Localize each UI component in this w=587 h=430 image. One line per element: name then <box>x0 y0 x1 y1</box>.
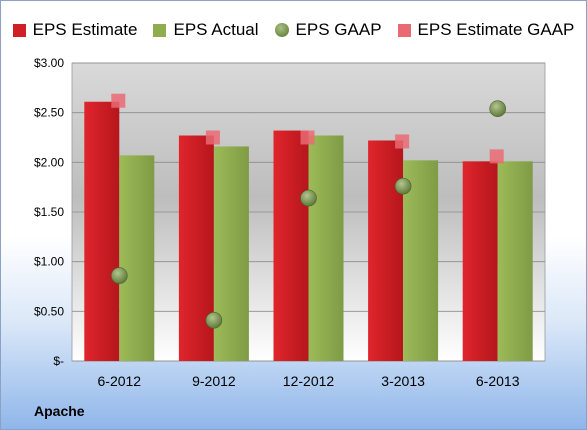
y-tick-label: $2.50 <box>34 106 64 120</box>
legend-swatch-eps-estimate <box>12 23 26 37</box>
marker-eps-estimate-gaap <box>205 130 220 145</box>
marker-eps-gaap <box>489 100 507 117</box>
marker-eps-estimate-gaap <box>489 149 504 164</box>
legend-swatch-eps-gaap <box>274 23 289 37</box>
company-label: Apache <box>34 403 85 419</box>
bar-eps-estimate <box>368 140 404 361</box>
marker-eps-estimate-gaap <box>111 93 126 108</box>
legend-label-eps-actual: EPS Actual <box>173 20 259 39</box>
y-tick-label: $2.00 <box>34 155 64 169</box>
legend-item-eps-actual: EPS Actual <box>153 20 259 40</box>
legend-label-eps-gaap: EPS GAAP <box>295 20 382 39</box>
marker-eps-estimate-gaap <box>300 130 315 145</box>
bar-eps-actual <box>213 146 249 361</box>
y-tick-label: $- <box>53 354 64 368</box>
legend-item-eps-gaap: EPS GAAP <box>274 20 382 40</box>
x-tick-label: 3-2013 <box>381 373 425 389</box>
bar-eps-actual <box>403 160 439 361</box>
bar-eps-actual <box>308 135 344 361</box>
legend-label-eps-estimate: EPS Estimate <box>32 20 138 39</box>
legend-swatch-eps-estimate-gaap <box>397 23 411 37</box>
x-tick-label: 12-2012 <box>283 373 335 389</box>
bar-eps-estimate <box>178 135 214 361</box>
x-tick-label: 6-2013 <box>476 373 520 389</box>
legend-item-eps-estimate: EPS Estimate <box>12 20 138 40</box>
marker-eps-gaap <box>300 189 317 207</box>
marker-eps-gaap <box>205 311 223 329</box>
marker-eps-gaap <box>111 267 128 284</box>
y-tick-label: $1.50 <box>34 205 64 219</box>
y-tick-label: $0.50 <box>34 304 64 318</box>
marker-eps-gaap <box>394 177 412 195</box>
bar-eps-actual <box>497 161 533 361</box>
legend: EPS Estimate EPS Actual EPS GAAP EPS Est… <box>1 17 586 43</box>
bar-eps-estimate <box>84 101 120 362</box>
bar-eps-estimate <box>273 130 309 361</box>
y-tick-label: $1.00 <box>34 255 64 269</box>
x-tick-label: 6-2012 <box>98 373 142 389</box>
legend-item-eps-estimate-gaap: EPS Estimate GAAP <box>397 20 575 40</box>
bar-eps-actual <box>119 155 155 361</box>
legend-swatch-eps-actual <box>153 23 167 37</box>
marker-eps-estimate-gaap <box>395 134 410 149</box>
legend-label-eps-estimate-gaap: EPS Estimate GAAP <box>417 20 575 39</box>
y-tick-label: $3.00 <box>34 56 64 70</box>
x-tick-label: 9-2012 <box>192 373 236 389</box>
bar-eps-estimate <box>462 161 498 361</box>
